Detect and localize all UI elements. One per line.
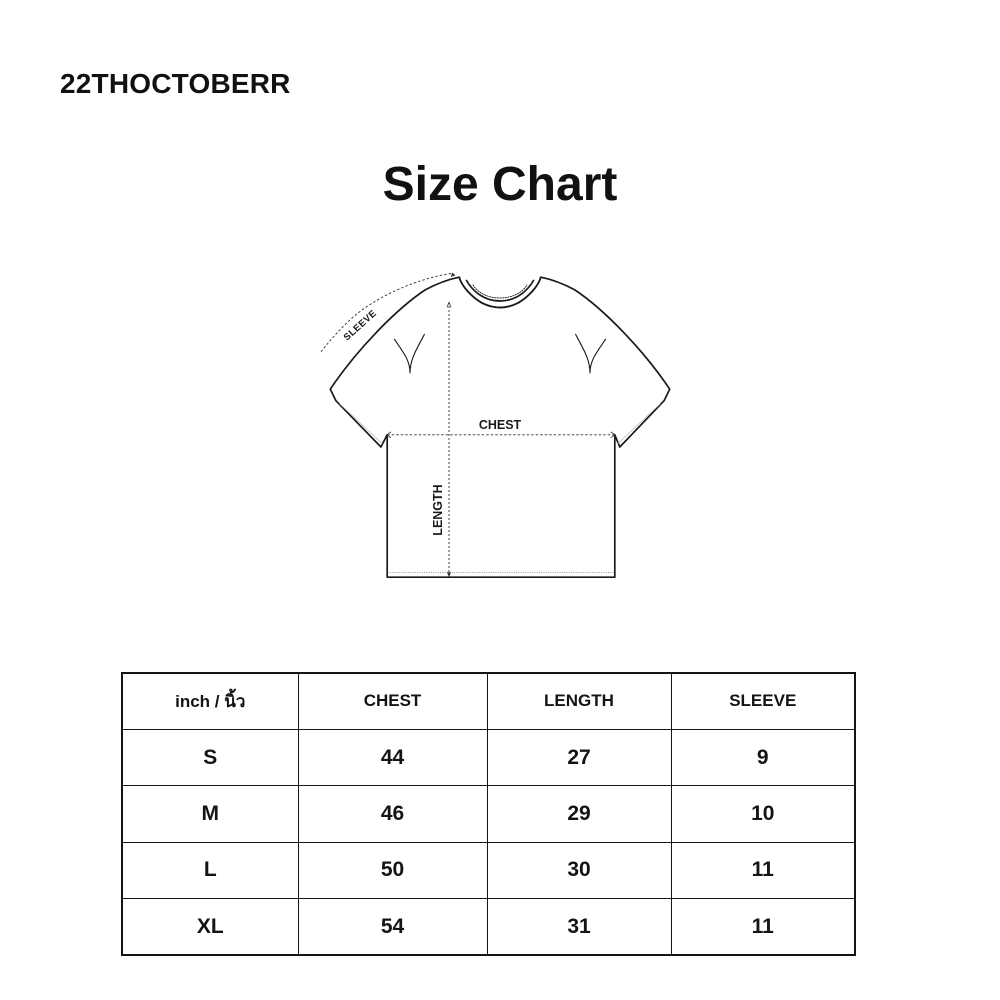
svg-text:CHEST: CHEST: [479, 418, 522, 432]
svg-text:LENGTH: LENGTH: [431, 484, 445, 535]
